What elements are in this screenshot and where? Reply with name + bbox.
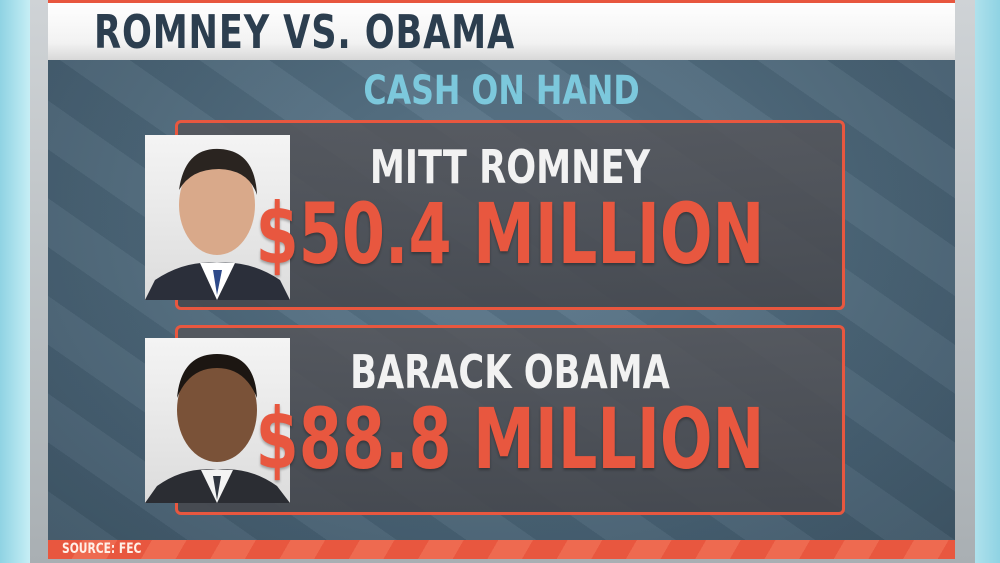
page-title: ROMNEY VS. OBAMA: [94, 5, 516, 59]
graphic-panel: ROMNEY VS. OBAMA CASH ON HAND MITT ROMNE…: [48, 0, 955, 540]
obama-photo: [145, 338, 290, 503]
source-bar: SOURCE: FEC: [48, 540, 955, 559]
candidate-amount: $50.4 MILLION: [255, 185, 765, 283]
title-bar: ROMNEY VS. OBAMA: [48, 0, 955, 60]
candidate-amount: $88.8 MILLION: [255, 390, 765, 488]
romney-photo: [145, 135, 290, 300]
candidate-name: BARACK OBAMA: [350, 345, 670, 399]
source-label: SOURCE: FEC: [62, 541, 142, 557]
subtitle: CASH ON HAND: [363, 68, 640, 114]
candidate-name: MITT ROMNEY: [369, 140, 651, 194]
